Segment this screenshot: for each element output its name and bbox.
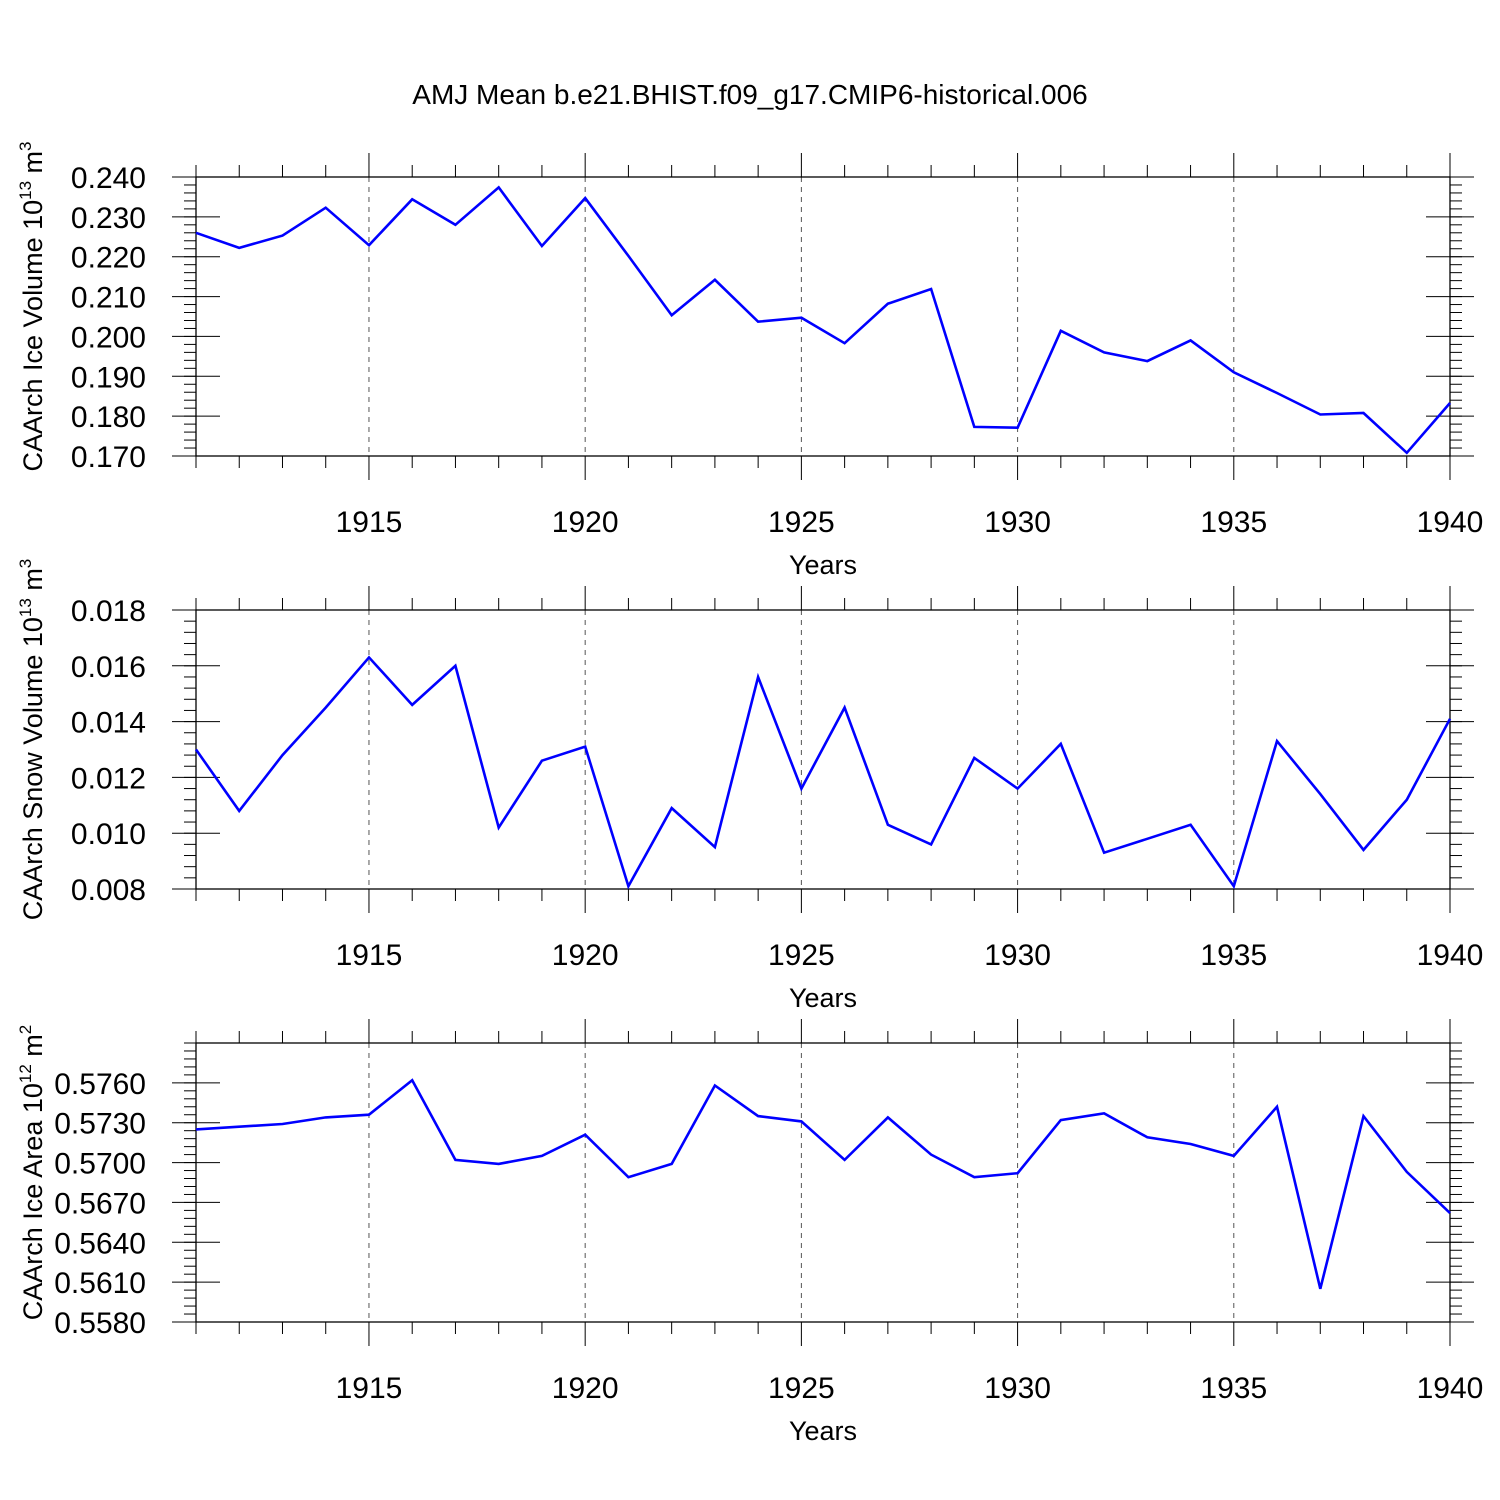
y-tick-label: 0.5640 bbox=[54, 1227, 146, 1260]
y-tick-label: 0.014 bbox=[71, 707, 146, 740]
x-tick-label: 1940 bbox=[1417, 506, 1484, 539]
x-axis-label: Years bbox=[789, 550, 857, 580]
x-tick-label: 1915 bbox=[336, 939, 403, 972]
x-tick-label: 1935 bbox=[1200, 1372, 1267, 1405]
y-tick-label: 0.220 bbox=[71, 242, 146, 275]
y-tick-label: 0.016 bbox=[71, 651, 146, 684]
chart-title: AMJ Mean b.e21.BHIST.f09_g17.CMIP6-histo… bbox=[412, 79, 1087, 110]
series-line bbox=[195, 1078, 1451, 1290]
y-tick-label: 0.210 bbox=[71, 282, 146, 315]
y-tick-label: 0.012 bbox=[71, 762, 146, 795]
x-tick-label: 1935 bbox=[1200, 939, 1267, 972]
series-line bbox=[195, 185, 1451, 455]
x-tick-label: 1920 bbox=[552, 1372, 619, 1405]
y-tick-label: 0.5670 bbox=[54, 1187, 146, 1220]
x-axis-label: Years bbox=[789, 983, 857, 1013]
y-tick-label: 0.170 bbox=[71, 441, 146, 474]
y-axis-label: CAArch Ice Area 1012 m2 bbox=[16, 1025, 48, 1321]
y-tick-label: 0.240 bbox=[71, 162, 146, 195]
y-tick-label: 0.5580 bbox=[54, 1307, 146, 1340]
y-tick-label: 0.010 bbox=[71, 818, 146, 851]
x-tick-label: 1925 bbox=[768, 506, 835, 539]
x-tick-label: 1915 bbox=[336, 506, 403, 539]
y-axis-label: CAArch Ice Volume 1013 m3 bbox=[16, 141, 48, 471]
y-axis-label: CAArch Snow Volume 1013 m3 bbox=[16, 559, 48, 921]
y-tick-label: 0.5760 bbox=[54, 1068, 146, 1101]
y-tick-label: 0.190 bbox=[71, 361, 146, 394]
y-tick-label: 0.018 bbox=[71, 595, 146, 628]
x-tick-label: 1930 bbox=[984, 1372, 1051, 1405]
y-tick-label: 0.008 bbox=[71, 874, 146, 907]
y-tick-label: 0.200 bbox=[71, 321, 146, 354]
x-tick-label: 1925 bbox=[768, 1372, 835, 1405]
y-tick-label: 0.5610 bbox=[54, 1267, 146, 1300]
x-tick-label: 1920 bbox=[552, 939, 619, 972]
series-line bbox=[194, 655, 1452, 890]
x-tick-label: 1915 bbox=[336, 1372, 403, 1405]
plot-frame bbox=[195, 176, 1451, 457]
y-tick-label: 0.5730 bbox=[54, 1108, 146, 1141]
x-tick-label: 1930 bbox=[984, 939, 1051, 972]
x-tick-label: 1920 bbox=[552, 506, 619, 539]
y-tick-label: 0.230 bbox=[71, 202, 146, 235]
x-tick-label: 1925 bbox=[768, 939, 835, 972]
x-tick-label: 1930 bbox=[984, 506, 1051, 539]
panel-3: 0.5580 0.5610 0.5640 0.5670 0.5700 0.5730 0.57… bbox=[16, 1019, 1483, 1446]
x-tick-label: 1940 bbox=[1417, 1372, 1484, 1405]
panel-1: 0.170 0.180 0.190 0.200 0.210 0.220 0.230 0.240… bbox=[16, 141, 1483, 580]
plot-frame bbox=[195, 1042, 1451, 1323]
x-tick-label: 1940 bbox=[1417, 939, 1484, 972]
x-axis-label: Years bbox=[789, 1416, 857, 1446]
y-tick-label: 0.180 bbox=[71, 401, 146, 434]
panel-2: 0.008 0.010 0.012 0.014 0.016 0.018 1915 1920 19… bbox=[16, 559, 1483, 1013]
x-tick-label: 1935 bbox=[1200, 506, 1267, 539]
y-tick-label: 0.5700 bbox=[54, 1148, 146, 1181]
